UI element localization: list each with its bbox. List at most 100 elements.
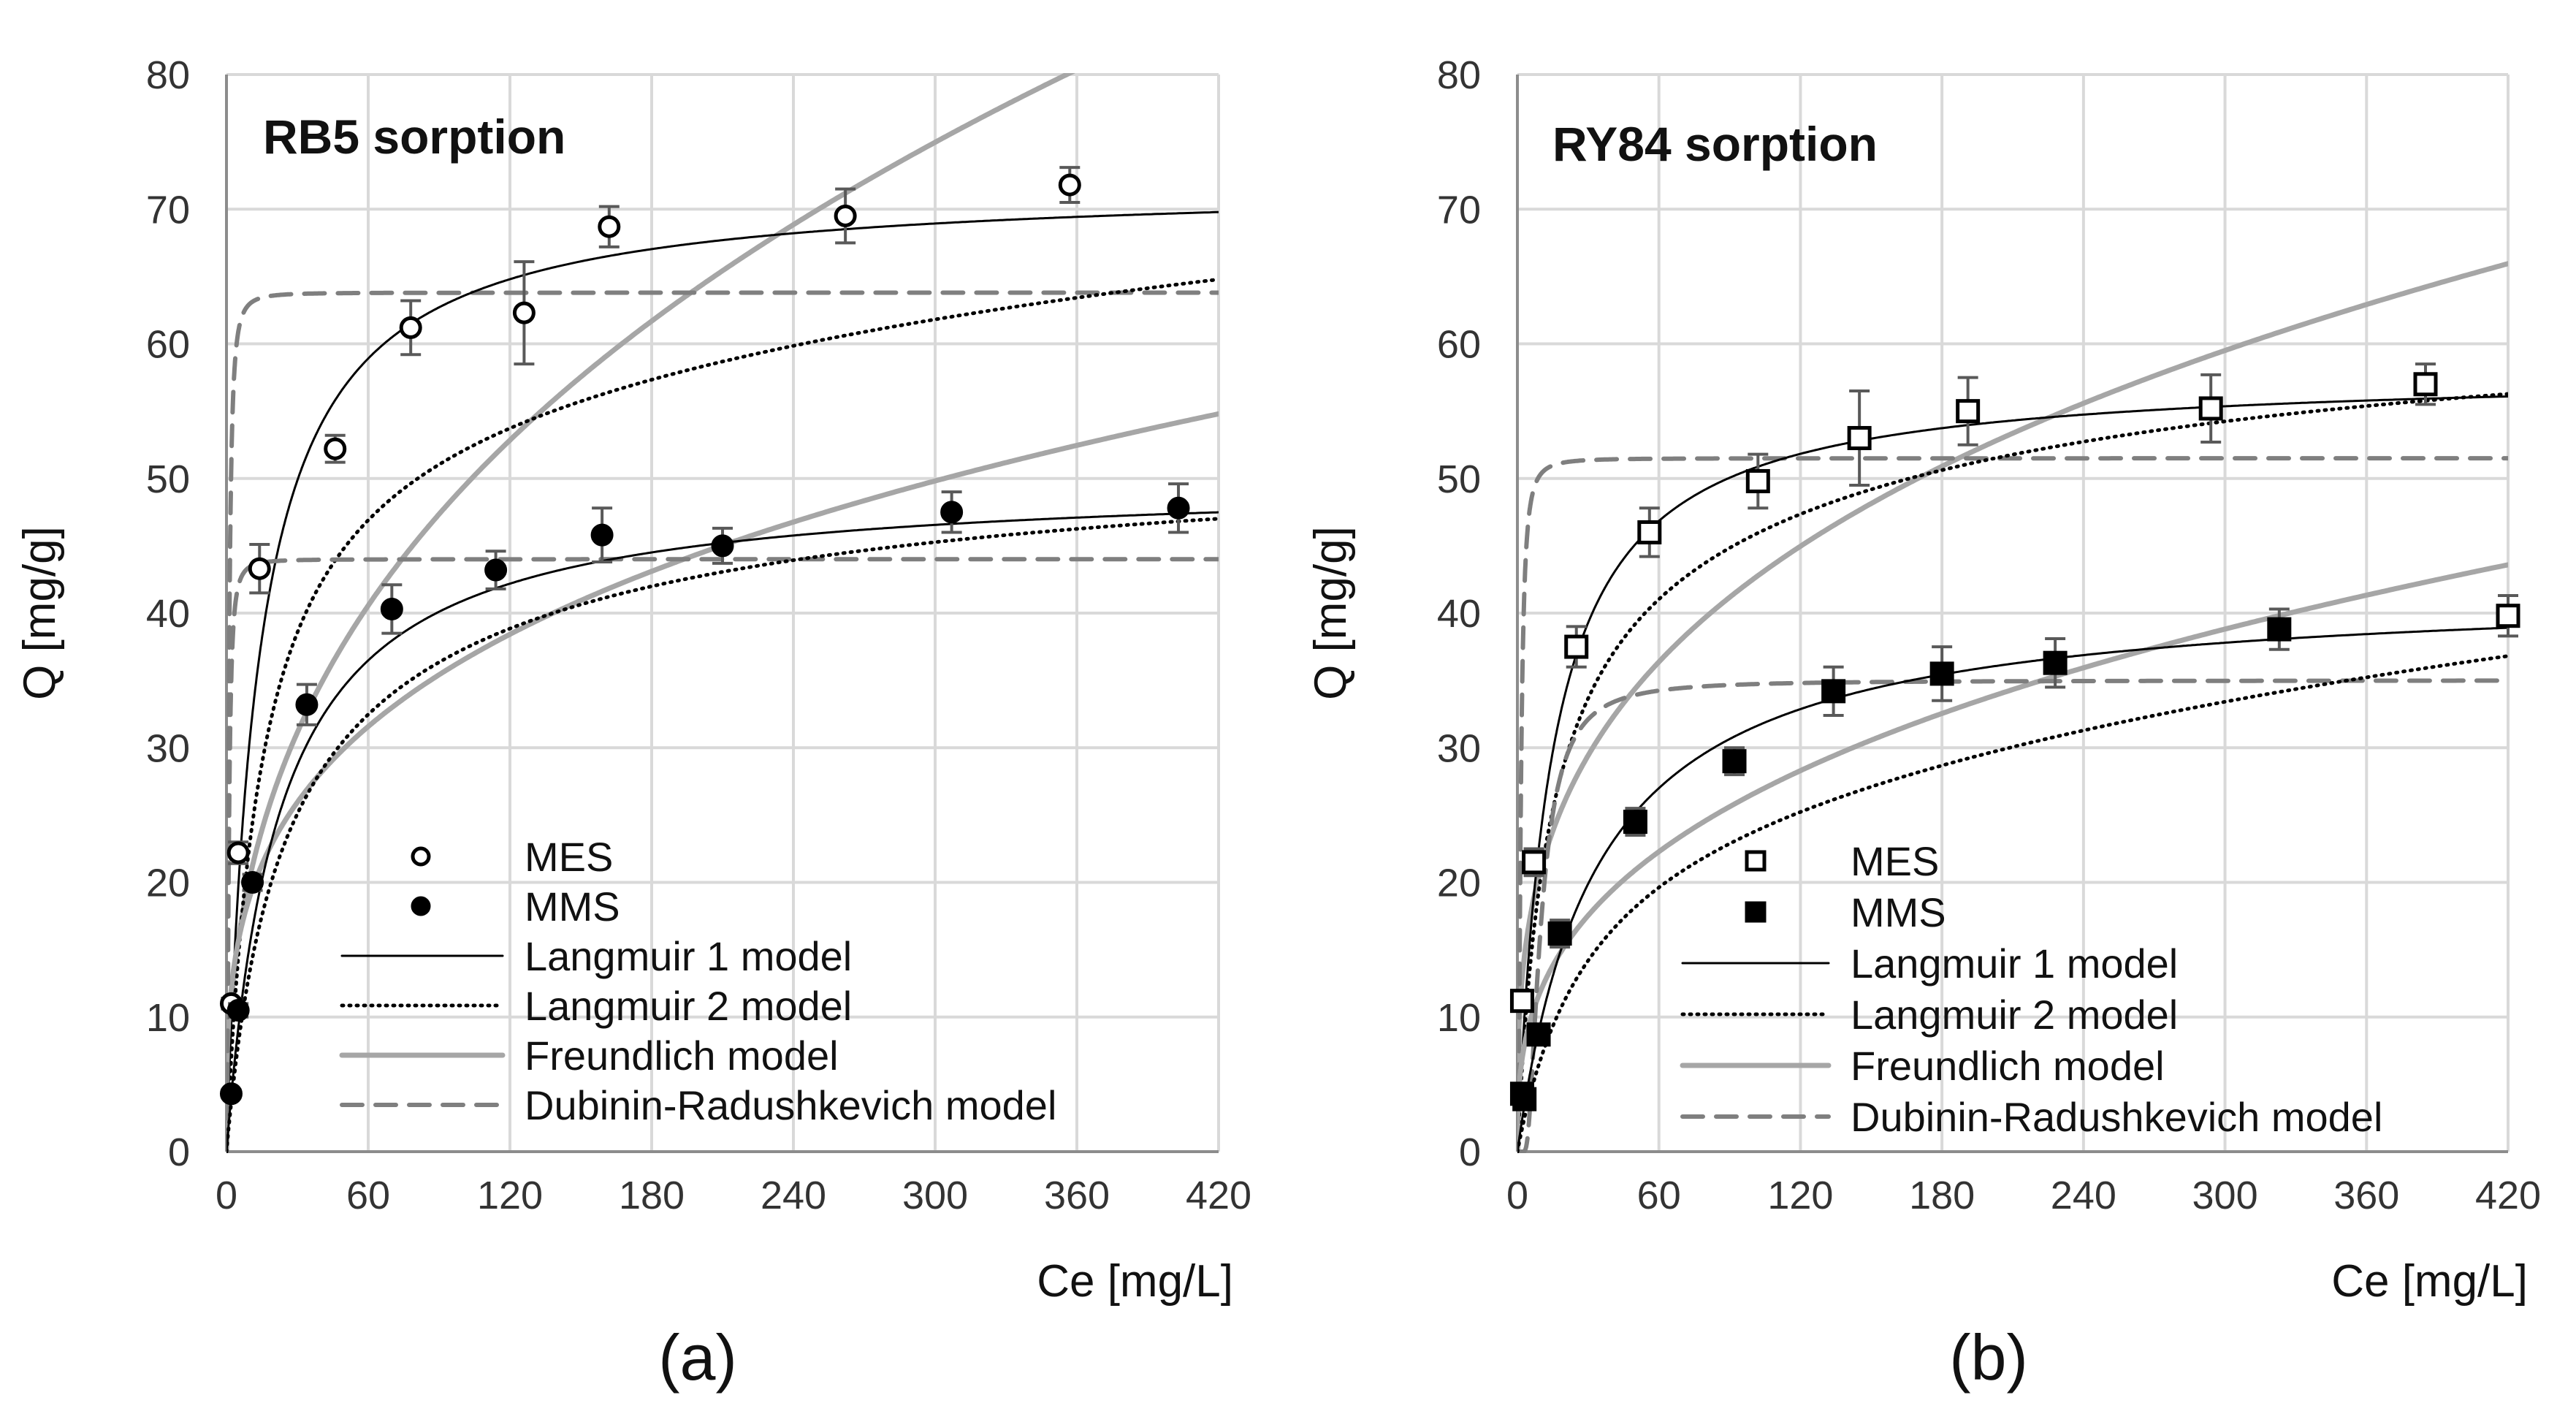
chart-panel-a: 0 60 120 180 240 300 360 420 0 10 20 30 40 50 60 70 80 Ce… [15,53,1251,1394]
mms-data-point [1547,921,1572,946]
mes-dubinin-radushkevich-curve [1517,456,2508,1153]
y-tick-label: 70 [146,188,190,232]
mms-data-point [1512,1087,1537,1111]
mms-data-point [226,999,250,1022]
mes-data-point [1509,989,1534,1014]
mms-langmuir1-curve [1517,626,2508,1153]
x-axis-title: Ce [mg/L] [2331,1256,2528,1307]
legend: MES MMS Langmuir 1 model Langmuir 2 model Fr… [1680,838,2382,1140]
x-tick-label: 240 [2051,1174,2116,1217]
x-tick-label: 300 [902,1174,968,1217]
x-tick-label: 60 [1637,1174,1681,1217]
y-tick-label: 40 [1437,592,1481,636]
mms-data-point [1722,749,1747,774]
mms-data-point [1167,496,1190,520]
mms-data-point [1929,661,1954,686]
chart-panel-b: 0 60 120 180 240 300 360 420 0 10 20 30 40 50 60 70 80 Ce… [1306,53,2541,1394]
mes-data-point [324,437,347,460]
x-tick-label: 180 [619,1174,685,1217]
mes-langmuir1-curve [1517,395,2508,1153]
y-tick-label: 10 [146,996,190,1040]
mms-dubinin-radushkevich-curve [226,557,1219,1153]
legend-label: Langmuir 2 model [525,983,852,1029]
mms-data-point [1623,810,1647,835]
mes-data-point [1745,468,1770,493]
legend-mes-marker [411,846,431,867]
mes-data-point [1564,634,1589,659]
legend-label: Freundlich model [1851,1043,2165,1089]
legend-label: MMS [525,883,620,930]
y-tick-label: 0 [1459,1130,1481,1174]
y-tick-label: 20 [1437,862,1481,905]
mms-data-point [940,501,964,524]
mms-data-point [711,534,734,558]
model-curves [226,73,1219,1153]
y-tick-label: 60 [146,323,190,367]
mms-dubinin-radushkevich-curve [1517,678,2508,1153]
y-tick-label: 0 [168,1130,190,1174]
mms-data-point [295,693,319,716]
panel-label: (b) [1949,1321,2028,1394]
mes-dubinin-radushkevich-curve [226,290,1219,1153]
mms-langmuir1-curve [226,511,1219,1153]
x-tick-label: 360 [2333,1174,2399,1217]
plot-title: RB5 sorption [263,110,565,164]
x-axis-title: Ce [mg/L] [1037,1256,1233,1307]
mes-data-point [598,215,621,238]
mes-data-point [226,841,250,864]
mes-data-point [1637,520,1662,544]
mes-data-point [2413,372,2438,397]
y-tick-label: 20 [146,862,190,905]
legend-label: Dubinin-Radushkevich model [525,1082,1056,1128]
legend-label: Langmuir 2 model [1851,992,2178,1038]
plot-title: RY84 sorption [1552,117,1878,171]
x-tick-label: 420 [2475,1174,2541,1217]
legend-label: MES [525,834,613,880]
mes-data-point [2198,396,2223,421]
y-axis-title: Q [mg/g] [1306,526,1356,700]
x-tick-label: 120 [1767,1174,1833,1217]
x-tick-label: 60 [346,1174,390,1217]
mms-data-point [219,1082,243,1106]
x-tick-label: 360 [1044,1174,1110,1217]
mes-data-point [834,204,857,227]
y-tick-label: 40 [146,592,190,636]
x-tick-label: 0 [1506,1174,1528,1217]
x-tick-label: 240 [761,1174,826,1217]
mms-data-point [2043,650,2068,675]
y-tick-label: 80 [146,53,190,97]
y-tick-label: 30 [146,726,190,770]
y-axis-title: Q [mg/g] [15,526,65,700]
mms-data-point [484,558,508,582]
mes-langmuir1-curve [226,210,1219,1153]
mes-data-point [512,301,536,324]
mes-langmuir2-curve [226,277,1219,1153]
panel-label: (a) [658,1321,737,1394]
legend-label: MES [1851,838,1939,884]
mms-data-point [241,871,264,894]
mms-data-point [380,597,403,620]
mms-freundlich-curve [1517,562,2508,1153]
y-tick-label: 60 [1437,323,1481,367]
mes-data-point [1956,399,1981,424]
mes-data-point [1847,425,1872,450]
legend-label: Langmuir 1 model [525,933,852,979]
legend-mes-marker [1745,850,1767,872]
mms-data-point [590,523,614,547]
mes-freundlich-curve [226,73,1075,1153]
y-tick-label: 30 [1437,726,1481,770]
legend-label: Langmuir 1 model [1851,940,2178,987]
legend-mms-marker [411,896,431,916]
legend-label: MMS [1851,889,1946,935]
x-tick-label: 420 [1186,1174,1251,1217]
y-tick-label: 70 [1437,188,1481,232]
legend-mms-marker [1745,901,1767,923]
mes-data-point [2496,604,2520,628]
mms-langmuir2-curve [226,517,1219,1153]
gridlines [1517,73,2510,1152]
mes-data-point [399,316,422,339]
legend-label: Dubinin-Radushkevich model [1851,1094,2382,1140]
y-tick-label: 80 [1437,53,1481,97]
